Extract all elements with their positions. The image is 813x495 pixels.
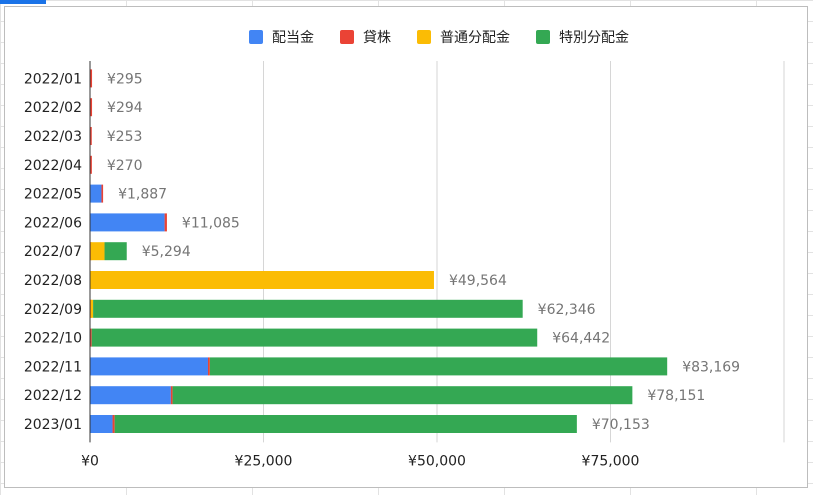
bar-segment (90, 357, 208, 376)
legend-label: 普通分配金 (440, 30, 510, 46)
y-category-label: 2023/01 (24, 417, 82, 433)
bar-total-label: ¥62,346 (538, 302, 596, 318)
legend-swatch (340, 30, 354, 44)
bar-segment (104, 242, 127, 261)
bar-total-label: ¥1,887 (118, 187, 167, 203)
bar-total-label: ¥70,153 (592, 417, 650, 433)
y-category-label: 2022/09 (24, 302, 82, 318)
x-tick-label: ¥25,000 (235, 453, 293, 469)
x-tick-label: ¥75,000 (582, 453, 640, 469)
bar-segment (90, 415, 113, 433)
chart-legend[interactable]: 配当金 貸株 普通分配金 特別分配金 (249, 30, 629, 46)
legend-swatch (249, 30, 263, 44)
y-category-label: 2022/03 (24, 129, 82, 145)
y-category-label: 2022/01 (24, 71, 82, 87)
bar-segment (91, 328, 538, 347)
selection-indicator (0, 0, 46, 4)
bar-segment (112, 415, 115, 433)
bar-total-label: ¥11,085 (182, 215, 240, 231)
bar-total-label: ¥270 (107, 158, 143, 174)
bar-segment (172, 386, 633, 405)
bar-segment (90, 328, 92, 347)
bar-segment (90, 242, 105, 261)
bar-segment (164, 213, 167, 232)
bar-segment (207, 357, 210, 376)
chart-container[interactable] (4, 6, 808, 488)
legend-swatch (417, 30, 431, 44)
bar-total-label: ¥64,442 (552, 331, 610, 347)
bar-total-label: ¥49,564 (449, 273, 507, 289)
bar-segment (90, 386, 171, 405)
bar-total-label: ¥5,294 (142, 244, 191, 260)
y-category-label: 2022/05 (24, 187, 82, 203)
bar-segment (90, 184, 102, 203)
y-category-label: 2022/10 (24, 331, 82, 347)
bar-segment (209, 357, 668, 376)
bar-segment (170, 386, 173, 405)
bar-segment (90, 271, 434, 289)
bar-segment (93, 299, 523, 318)
chart-gridlines (263, 61, 785, 443)
y-category-label: 2022/12 (24, 388, 82, 404)
bar-segment (90, 69, 93, 88)
legend-label: 配当金 (272, 30, 314, 46)
y-axis-labels: 2022/01 2022/02 2022/03 2022/04 2022/05 2022/… (24, 71, 82, 433)
bar-segment (90, 213, 165, 232)
legend-label: 特別分配金 (559, 30, 629, 46)
bar-segment (90, 155, 92, 174)
bar-total-label: ¥78,151 (647, 388, 705, 404)
bar-total-label: ¥253 (107, 129, 143, 145)
y-category-label: 2022/06 (24, 215, 82, 231)
y-category-label: 2022/08 (24, 273, 82, 289)
bar-total-label: ¥294 (107, 100, 143, 116)
bar-segment (90, 98, 93, 117)
bar-total-label: ¥295 (107, 71, 143, 87)
y-category-label: 2022/04 (24, 158, 82, 174)
legend-label: 貸株 (363, 30, 391, 46)
bar-total-labels: ¥295 ¥294 ¥253 ¥270 ¥1,887 ¥11,085 ¥5,294 ¥49,5… (107, 71, 740, 433)
x-tick-label: ¥0 (81, 453, 99, 469)
bar-segment (114, 415, 577, 433)
chart-bars (90, 69, 668, 433)
y-category-label: 2022/02 (24, 100, 82, 116)
bar-segment (90, 127, 92, 145)
legend-swatch (536, 30, 550, 44)
bar-segment (101, 184, 104, 203)
bar-segment (90, 299, 94, 318)
y-category-label: 2022/11 (24, 359, 82, 375)
y-category-label: 2022/07 (24, 244, 82, 260)
x-axis-labels: ¥0 ¥25,000 ¥50,000 ¥75,000 (81, 453, 639, 469)
bar-total-label: ¥83,169 (682, 359, 740, 375)
x-tick-label: ¥50,000 (408, 453, 466, 469)
